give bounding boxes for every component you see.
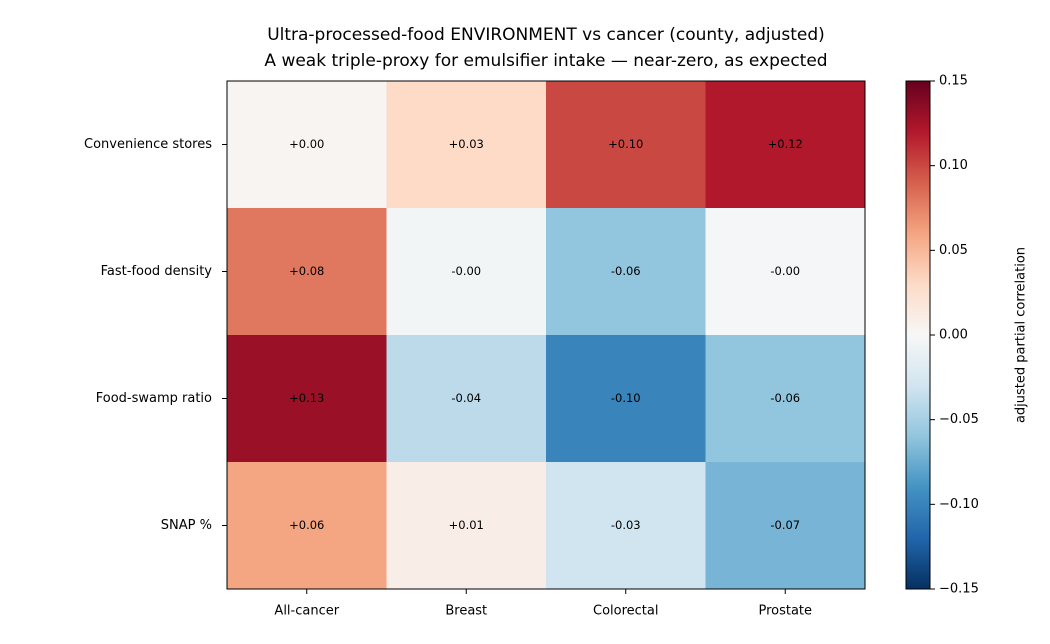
- cell-label: +0.03: [449, 137, 484, 151]
- heatmap-cell: [227, 208, 387, 336]
- y-tick-label: Convenience stores: [84, 137, 212, 152]
- heatmap-cell: [705, 81, 866, 209]
- heatmap-cell: [705, 208, 866, 336]
- colorbar-tick-label: 0.10: [939, 158, 968, 173]
- x-tick-label: Colorectal: [593, 604, 658, 619]
- colorbar-tick-label: −0.05: [939, 412, 979, 427]
- heatmap-cell: [546, 335, 706, 463]
- colorbar-tick-label: 0.05: [939, 243, 968, 258]
- colorbar-tick-label: −0.15: [939, 582, 979, 597]
- cell-label: +0.00: [289, 137, 324, 151]
- heatmap-cell: [386, 462, 547, 590]
- heatmap-cell: [546, 462, 706, 590]
- cell-label: -0.07: [770, 518, 800, 532]
- cell-label: -0.06: [770, 391, 800, 405]
- heatmap-cell: [227, 462, 387, 590]
- heatmap-cell: [546, 81, 706, 209]
- heatmap-cell: [227, 335, 387, 463]
- cell-label: +0.10: [608, 137, 643, 151]
- cell-label: +0.06: [289, 518, 324, 532]
- heatmap-cell: [386, 208, 547, 336]
- y-tick-label: Fast-food density: [101, 264, 213, 279]
- cell-label: -0.06: [611, 264, 641, 278]
- plot-frame: [226, 80, 866, 590]
- heatmap-cell: [386, 335, 547, 463]
- heatmap-cell: [705, 462, 866, 590]
- colorbar: [905, 80, 931, 590]
- cell-label: -0.00: [451, 264, 481, 278]
- heatmap-cell: [386, 81, 547, 209]
- cell-label: +0.13: [289, 391, 324, 405]
- chart-subtitle: A weak triple-proxy for emulsifier intak…: [264, 51, 827, 71]
- chart-title: Ultra-processed-food ENVIRONMENT vs canc…: [267, 25, 825, 45]
- cell-label: -0.10: [611, 391, 641, 405]
- colorbar-tick-label: −0.10: [939, 497, 979, 512]
- x-tick-label: Prostate: [758, 604, 812, 619]
- y-tick-label: SNAP %: [161, 518, 212, 533]
- cell-label: -0.03: [611, 518, 641, 532]
- colorbar-tick-label: 0.00: [939, 328, 968, 343]
- colorbar-tick-label: 0.15: [939, 74, 968, 89]
- cell-label: +0.08: [289, 264, 324, 278]
- heatmap-cell: [227, 81, 387, 209]
- heatmap-cell: [546, 208, 706, 336]
- cell-label: -0.00: [770, 264, 800, 278]
- x-tick-label: Breast: [445, 604, 487, 619]
- heatmap-cell: [705, 335, 866, 463]
- x-tick-label: All-cancer: [274, 604, 339, 619]
- y-tick-label: Food-swamp ratio: [96, 391, 212, 406]
- cell-label: -0.04: [451, 391, 481, 405]
- cell-label: +0.12: [768, 137, 803, 151]
- colorbar-label: adjusted partial correlation: [1014, 247, 1029, 423]
- cell-label: +0.01: [449, 518, 484, 532]
